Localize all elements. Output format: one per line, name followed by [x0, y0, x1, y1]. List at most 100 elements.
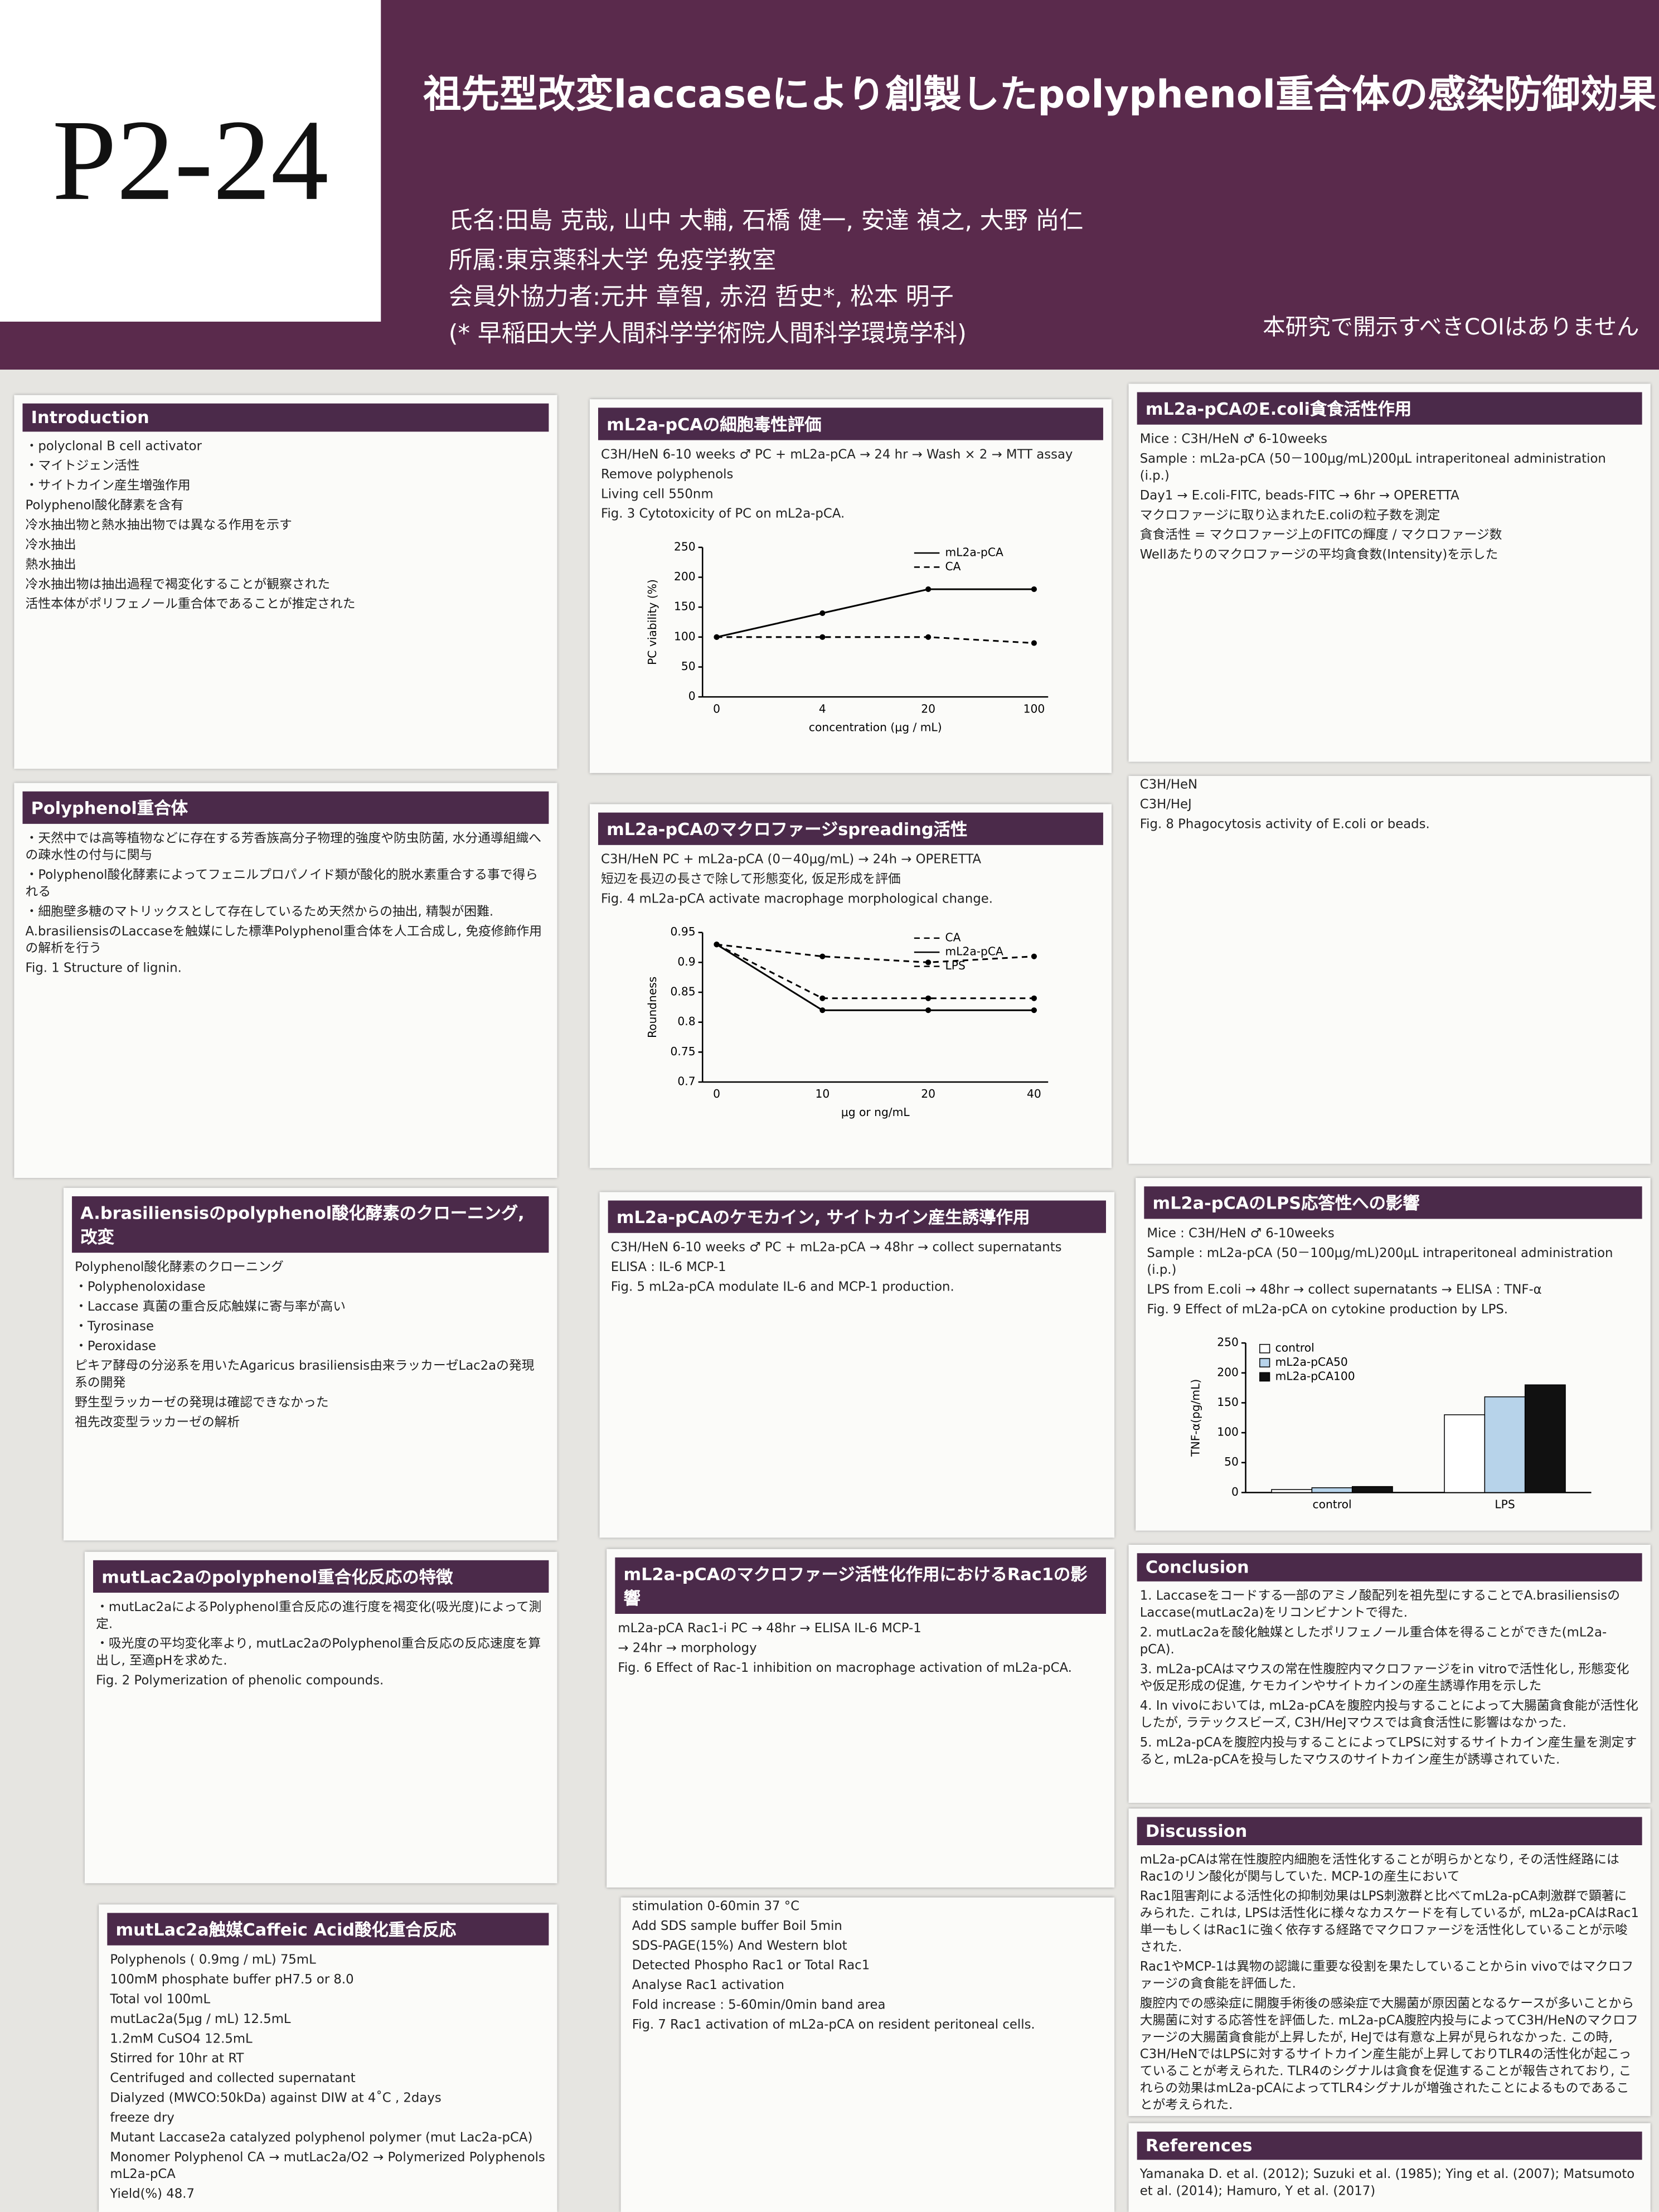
panel: mL2a-pCAのLPS応答性への影響 Mice : C3H/HeN ♂ 6-10… [1136, 1178, 1651, 1531]
chart: 0 50 100 150 200 250 control LPS TNF-α(pg/mL) con… [1188, 1336, 1591, 1511]
panel-title: mL2a-pCAのLPS応答性への影響 [1144, 1186, 1642, 1219]
y-tick-label: 0.8 [677, 1015, 695, 1028]
panel-text: Stirred for 10hr at RT [110, 2053, 244, 2067]
panel-title: Discussion [1137, 1817, 1642, 1846]
panel-text: 5. mL2a-pCAを腹腔内投与することによってLPSに対するサイトカイン産生… [1139, 1736, 1637, 1768]
data-point [1031, 995, 1037, 1001]
bar [1351, 1486, 1393, 1493]
legend-label: control [1274, 1341, 1313, 1355]
data-line [716, 943, 1035, 963]
panel: Polyphenol重合体 ・天然中では高等植物などに存在する芳香族高分子物理的強… [14, 783, 557, 1178]
x-tick-label: 0 [713, 702, 720, 715]
panel-text: Add SDS sample buffer Boil 5min [632, 1920, 842, 1934]
panel-text: C3H/HeJ [1139, 798, 1192, 813]
legend-label: mL2a-pCA [945, 945, 1004, 958]
panel-text: Wellあたりのマクロファージの平均貪食数(Intensity)を示した [1139, 549, 1498, 563]
legend-label: LPS [945, 959, 966, 972]
x-axis-label: concentration (μg / mL) [809, 720, 942, 734]
poster-title: 祖先型改変laccaseにより創製したpolyphenol重合体の感染防御効果 [423, 73, 1657, 118]
panel-text: 貪食活性 = マクロファージ上のFITCの輝度 / マクロファージ数 [1139, 528, 1502, 544]
panel-text: Centrifuged and collected supernatant [110, 2072, 356, 2087]
y-tick-label: 200 [674, 570, 696, 583]
data-point [819, 610, 826, 616]
x-tick-label: 4 [819, 702, 826, 715]
panel-text: freeze dry [110, 2112, 174, 2126]
panel-text: LPS from E.coli → 48hr → collect superna… [1147, 1283, 1542, 1298]
panel-title: mutLac2a触媒Caffeic Acid酸化重合反応 [107, 1913, 549, 1946]
x-tick-label: control [1312, 1498, 1351, 1511]
author-line: 所属:東京薬科大学 免疫学教室 [448, 246, 777, 275]
panel-text: 1. Laccaseをコードする一部のアミノ酸配列を祖先型にすることでA.bra… [1139, 1589, 1621, 1621]
panel-text: Rac1やMCP-1は異物の認識に重要な役割を果たしていることからin vivo… [1139, 1961, 1634, 1992]
panel-text: Fig. 7 Rac1 activation of mL2a-pCA on re… [632, 2019, 1035, 2033]
panel: References Yamanaka D. et al. (2012); Suz… [1128, 2123, 1651, 2212]
data-point [925, 634, 932, 640]
panel-text: 祖先改変型ラッカーゼの解析 [75, 1416, 240, 1431]
panel-text: Yamanaka D. et al. (2012); Suzuki et al.… [1139, 2168, 1635, 2200]
panel-title: Introduction [22, 403, 549, 432]
panel-text: 4. In vivoにおいては, mL2a-pCAを腹腔内投与することによって大… [1139, 1700, 1638, 1731]
panel-title: mL2a-pCAのE.coli貪食活性作用 [1137, 392, 1642, 425]
data-point [714, 942, 720, 948]
panel-text: 100mM phosphate buffer pH7.5 or 8.0 [110, 1973, 354, 1988]
panel-text: Analyse Rac1 activation [632, 1979, 784, 1993]
data-line [716, 636, 1035, 644]
panel-text: Day1 → E.coli-FITC, beads-FITC → 6hr → O… [1139, 489, 1459, 504]
panel-text: Sample : mL2a-pCA (50－100μg/mL)200μL int… [1147, 1247, 1613, 1278]
y-tick-label: 100 [674, 629, 696, 643]
y-axis-label: PC viability (%) [646, 579, 659, 665]
panel-text: Rac1阻害剤による活性化の抑制効果はLPS刺激群と比べてmL2a-pCA刺激群… [1139, 1890, 1639, 1956]
panel: mL2a-pCAの細胞毒性評価 C3H/HeN 6-10 weeks ♂ PC +… [589, 399, 1112, 773]
panel-text: Polyphenol酸化酵素を含有 [25, 499, 184, 514]
panel-text: ELISA : IL-6 MCP-1 [610, 1261, 726, 1275]
panel-title: A.brasiliensisのpolyphenol酸化酵素のクローニング, 改変 [72, 1196, 549, 1253]
legend-label: mL2a-pCA [945, 545, 1004, 559]
data-point [714, 634, 720, 640]
panel-text: 1.2mM CuSO4 12.5mL [110, 2032, 253, 2047]
x-tick-label: LPS [1494, 1498, 1514, 1511]
panel-text: Fig. 6 Effect of Rac-1 inhibition on mac… [618, 1662, 1072, 1676]
panel-text: stimulation 0-60min 37 °C [632, 1900, 800, 1915]
panel-text: Mice : C3H/HeN ♂ 6-10weeks [1147, 1227, 1335, 1241]
legend-label: CA [945, 560, 961, 573]
panel-text: Fig. 2 Polymerization of phenolic compou… [96, 1674, 384, 1689]
panel-title: mutLac2aのpolyphenol重合化反応の特徴 [93, 1560, 549, 1593]
panel-text: Fig. 5 mL2a-pCA modulate IL-6 and MCP-1 … [610, 1280, 954, 1296]
panel-text: ピキア酵母の分泌系を用いたAgaricus brasiliensis由来ラッカー… [75, 1360, 535, 1391]
panel-text: Mutant Laccase2a catalyzed polyphenol po… [110, 2131, 533, 2146]
panel-text: 腹腔内での感染症に開腹手術後の感染症で大腸菌が原因菌となるケースが多いことから大… [1139, 1997, 1638, 2113]
data-point [1031, 953, 1037, 959]
panel-title: mL2a-pCAのマクロファージ活性化作用におけるRac1の影響 [615, 1557, 1106, 1614]
panel-text: Sample : mL2a-pCA (50－100μg/mL)200μL int… [1139, 453, 1606, 484]
panel-text: Fig. 8 Phagocytosis activity of E.coli o… [1139, 818, 1430, 833]
panel: C3H/HeN C3H/HeJ Fig. 8 Phagocytosis activi… [1128, 775, 1651, 1164]
panel-text: 短辺を長辺の長さで除して形態変化, 仮足形成を評価 [601, 873, 901, 887]
data-line [716, 943, 1034, 1011]
panel-text: ・polyclonal B cell activator [25, 440, 202, 454]
y-axis-label: TNF-α(pg/mL) [1188, 1379, 1201, 1457]
panel: A.brasiliensisのpolyphenol酸化酵素のクローニング, 改変… [63, 1187, 557, 1541]
panel-text: Polyphenols ( 0.9mg / mL) 75mL [110, 1953, 316, 1968]
panel-text: ・サイトカイン産生増強作用 [25, 479, 191, 494]
data-point [925, 1007, 932, 1013]
x-tick-label: 40 [1027, 1087, 1041, 1100]
x-tick-label: 100 [1023, 702, 1045, 715]
y-tick-label: 0.7 [677, 1074, 695, 1088]
legend-swatch [1258, 1343, 1270, 1354]
legend-label: CA [945, 930, 961, 944]
y-tick-label: 250 [1216, 1336, 1238, 1349]
legend-label: mL2a-pCA100 [1274, 1369, 1354, 1382]
data-point [925, 995, 932, 1001]
panel-text: Fig. 4 mL2a-pCA activate macrophage morp… [601, 892, 993, 908]
y-tick-label: 0.75 [671, 1045, 696, 1058]
panel-text: 冷水抽出物と熱水抽出物では異なる作用を示す [25, 519, 292, 533]
bar [1524, 1384, 1565, 1493]
panel-text: ・Peroxidase [75, 1340, 157, 1355]
x-tick-label: 10 [815, 1087, 830, 1100]
data-point [1031, 1007, 1037, 1013]
data-point [819, 634, 826, 640]
chart: 0.7 0.75 0.8 0.85 0.9 0.95 0 10 20 40 Roundness μg … [646, 925, 1049, 1119]
y-axis-label: Roundness [646, 977, 659, 1038]
panel-text: Fig. 1 Structure of lignin. [25, 962, 182, 977]
